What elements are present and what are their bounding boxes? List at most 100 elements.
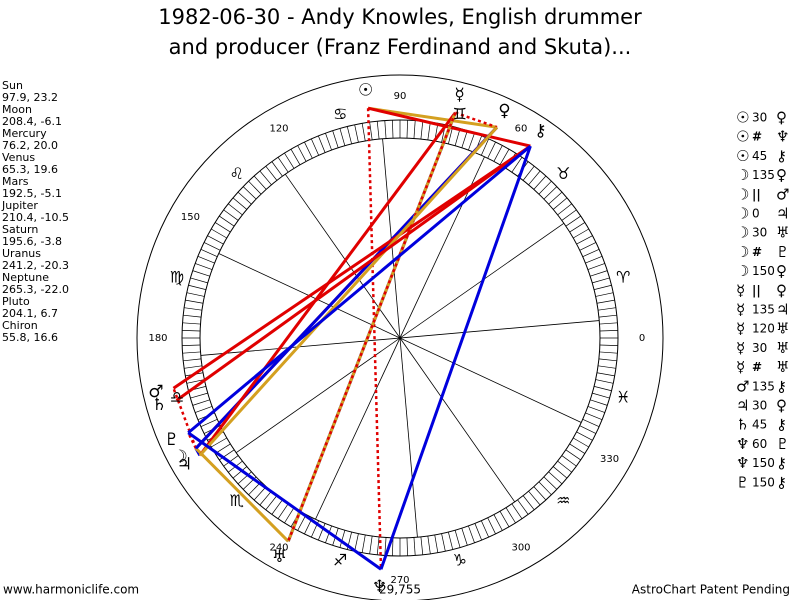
ring-tick	[214, 222, 231, 233]
planet-glyph: ♄	[152, 395, 167, 415]
planet-glyph: ♅	[272, 547, 287, 567]
aspect-to: ⚷	[776, 416, 787, 434]
aspect-angle: ||	[752, 283, 761, 297]
ring-tick	[406, 537, 408, 556]
aspect-to: ♅	[776, 358, 789, 376]
ring-tick	[599, 344, 618, 346]
ring-tick	[420, 536, 424, 555]
planet-position: 195.6, -3.8	[2, 235, 62, 248]
aspect-to: ⚷	[776, 454, 787, 472]
ring-tick	[468, 525, 475, 543]
ring-tick	[543, 476, 558, 490]
aspect-angle: 135	[752, 379, 775, 393]
ring-tick	[454, 128, 461, 146]
degree-label: 0	[639, 333, 645, 344]
ring-tick	[232, 466, 248, 479]
aspect-to: ♀	[776, 397, 787, 415]
ring-tick	[197, 256, 215, 264]
ring-tick	[505, 507, 516, 524]
aspect-to: ⚷	[776, 147, 787, 165]
aspect-from: ♆	[736, 454, 749, 472]
aspect-to: ♇	[776, 243, 789, 261]
ring-tick	[593, 386, 612, 392]
ring-tick	[186, 292, 205, 297]
planet-name: Uranus	[2, 247, 41, 260]
ring-tick	[384, 537, 387, 556]
ring-tick	[290, 149, 301, 165]
ring-tick	[346, 126, 352, 145]
zodiac-glyph: ♋	[333, 104, 347, 123]
zodiac-glyph: ♌	[229, 164, 243, 183]
ring-tick	[565, 449, 581, 461]
aspect-angle: #	[752, 360, 762, 374]
ring-tick	[511, 157, 523, 173]
zodiac-glyph: ♑	[453, 551, 467, 570]
ring-tick	[207, 235, 224, 245]
ring-tick	[538, 180, 552, 195]
zodiac-glyph: ♈	[616, 268, 630, 287]
ring-tick	[434, 534, 439, 553]
aspect-from: ☿	[736, 320, 745, 338]
planet-name: Saturn	[2, 223, 38, 236]
aspect-from: ☿	[736, 281, 745, 299]
ring-tick	[517, 499, 529, 515]
aspect-angle: 30	[752, 341, 767, 355]
planet-glyph: ⚷	[534, 121, 546, 141]
aspect-to: ♂	[776, 185, 789, 203]
aspect-from: ☉	[736, 147, 749, 165]
planet-glyph: ☽	[172, 447, 187, 467]
aspect-line	[172, 387, 198, 449]
footer-right: AstroChart Patent Pending	[632, 583, 790, 597]
aspect-angle: 0	[752, 207, 760, 221]
ring-tick	[481, 138, 489, 156]
zodiac-glyph: ♎	[170, 387, 184, 406]
ring-tick	[427, 536, 431, 554]
planet-name: Moon	[2, 103, 32, 116]
ring-tick	[493, 145, 503, 162]
ring-tick	[474, 523, 482, 541]
ring-tick	[369, 536, 373, 554]
ring-tick	[585, 256, 603, 264]
ring-tick	[487, 141, 496, 159]
ring-tick	[259, 490, 272, 506]
ring-tick	[522, 165, 535, 181]
planet-glyph: ♀	[498, 101, 510, 121]
ring-tick	[376, 121, 380, 140]
aspect-line	[287, 112, 457, 542]
ring-tick	[223, 455, 239, 467]
aspect-line	[366, 108, 383, 570]
planet-position: 241.2, -20.3	[2, 259, 69, 272]
ring-tick	[448, 531, 454, 550]
aspect-from: ☽	[736, 166, 749, 184]
planet-position: 76.2, 20.0	[2, 139, 58, 152]
ring-tick	[190, 392, 208, 399]
ring-tick	[576, 431, 593, 441]
ring-tick	[573, 228, 589, 239]
zodiac-glyph: ♐	[333, 551, 347, 570]
aspect-angle: 30	[752, 226, 767, 240]
spoke	[218, 253, 582, 423]
ring-tick	[548, 471, 563, 485]
ring-tick	[183, 314, 202, 318]
planet-position: 210.4, -10.5	[2, 211, 69, 224]
ring-tick	[332, 130, 339, 148]
ring-tick	[185, 299, 204, 304]
planet-name: Neptune	[2, 271, 49, 284]
planet-name: Mars	[2, 175, 29, 188]
ring-tick	[318, 523, 326, 541]
aspect-to: ♅	[776, 224, 789, 242]
degree-label: 150	[181, 212, 200, 223]
ring-tick	[427, 122, 431, 140]
title-line: and producer (Franz Ferdinand and Skuta)…	[169, 35, 632, 59]
ring-tick	[548, 191, 563, 205]
ring-tick	[592, 277, 610, 284]
ring-tick	[595, 379, 614, 384]
degree-label: 120	[269, 123, 288, 134]
ring-tick	[237, 471, 252, 485]
ring-tick	[192, 399, 210, 406]
ring-tick	[413, 537, 416, 556]
degree-label: 330	[600, 454, 619, 465]
ring-tick	[448, 126, 454, 145]
aspect-angle: 45	[752, 418, 767, 432]
